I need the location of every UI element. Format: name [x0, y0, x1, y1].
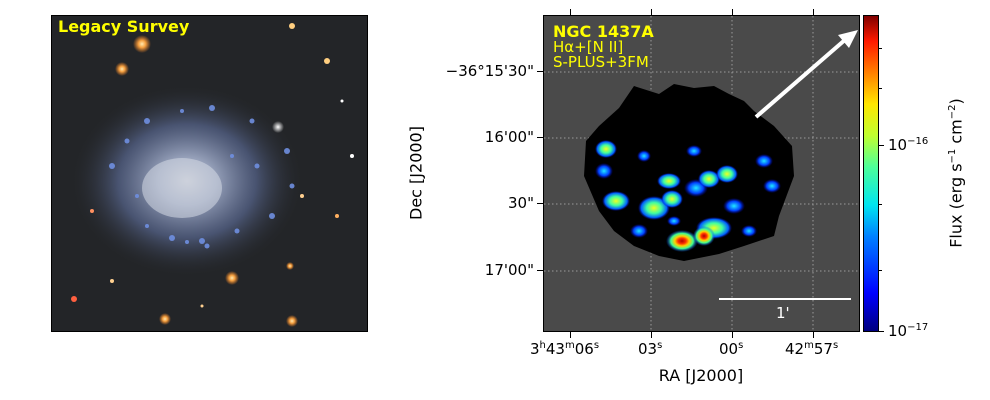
y-axis-label: Dec [J2000] [406, 126, 426, 220]
colorbar-minor-tick [879, 88, 882, 89]
y-tick-mark [537, 270, 543, 271]
colorbar-minor-tick [879, 204, 882, 205]
y-tick-mark [537, 71, 543, 72]
colorbar-tick-high: 10−16 [888, 136, 929, 154]
x-tick-mark-top [651, 9, 652, 15]
x-tick-mark [570, 332, 571, 338]
y-tick-mark [537, 203, 543, 204]
x-tick-mark [732, 332, 733, 338]
survey-label: Legacy Survey [58, 17, 190, 36]
x-tick-mark-top [732, 9, 733, 15]
x-tick-mark-top [570, 9, 571, 15]
x-tick-mark [651, 332, 652, 338]
x-tick-mark-top [813, 9, 814, 15]
galaxy-footprint [584, 84, 794, 261]
colorbar-minor-tick [879, 48, 882, 49]
object-name: NGC 1437A [553, 22, 654, 41]
colorbar-tick-mark [879, 331, 884, 332]
flux-map-image [544, 16, 859, 331]
colorbar [863, 15, 879, 332]
scale-bar-label: 1' [776, 304, 790, 322]
y-tick-label: 30" [508, 194, 534, 212]
y-tick-label: 16'00" [484, 128, 534, 146]
halpha-flux-map: NGC 1437A Hα+[N II] S-PLUS+3FM 1' [543, 15, 860, 332]
galaxy-color-image [52, 16, 367, 331]
emission-regions [595, 140, 781, 252]
y-tick-label: 17'00" [484, 261, 534, 279]
survey-name: S-PLUS+3FM [553, 53, 649, 71]
direction-arrow-icon [754, 30, 858, 119]
x-tick-mark [813, 332, 814, 338]
x-tick-label: 03s [638, 340, 663, 358]
x-tick-label: 3h43m06s [530, 340, 600, 358]
y-tick-label: −36°15'30" [445, 62, 534, 80]
colorbar-tick-mark [879, 145, 884, 146]
x-axis-label: RA [J2000] [658, 366, 744, 385]
legacy-survey-image: Legacy Survey [51, 15, 368, 332]
y-tick-mark [537, 137, 543, 138]
colorbar-tick-low: 10−17 [888, 322, 929, 340]
colorbar-label: Flux (erg s−1 cm−2) [946, 98, 966, 248]
x-tick-label: 00s [719, 340, 744, 358]
x-tick-label: 42m57s [785, 340, 839, 358]
colorbar-minor-tick [879, 270, 882, 271]
filter-line: Hα+[N II] [553, 38, 624, 56]
